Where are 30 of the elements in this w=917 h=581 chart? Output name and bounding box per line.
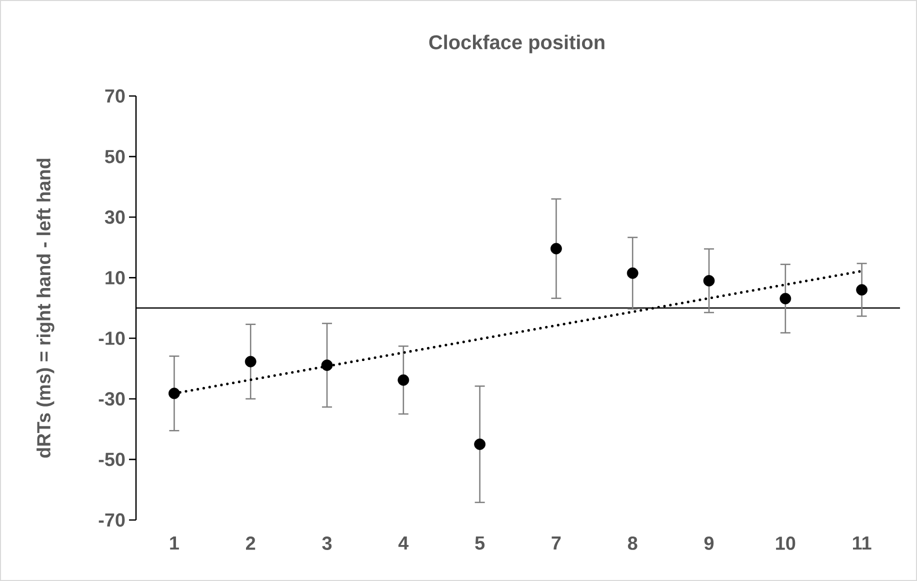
point: [244, 356, 256, 368]
x-tick-label: 8: [628, 536, 638, 550]
y-tick-label: 10: [106, 271, 125, 284]
y-tick-label: 70: [105, 89, 125, 103]
y-tick-label: 50: [105, 150, 125, 164]
x-tick-label: 5: [475, 536, 485, 550]
point: [474, 438, 486, 450]
point: [398, 374, 410, 386]
point: [703, 275, 715, 286]
x-tick-label: 3: [322, 536, 332, 550]
y-tick-label: 30: [104, 210, 125, 224]
x-tick-label: 4: [398, 536, 409, 550]
point: [321, 360, 333, 371]
x-tick-label: 2: [246, 536, 256, 550]
x-tick-label: 11: [852, 536, 872, 550]
y-tick-label: -50: [98, 452, 125, 466]
x-tick-label: 9: [704, 536, 714, 550]
point: [550, 242, 562, 254]
x-tick-label: 10: [776, 536, 796, 550]
x-tick-label: 7: [552, 536, 561, 550]
point: [168, 388, 180, 400]
y-tick-label: -10: [98, 332, 125, 345]
point: [780, 292, 792, 304]
y-tick-label: -30: [98, 392, 125, 406]
point: [626, 267, 638, 279]
x-tick-label: 1: [170, 536, 179, 550]
chart-title: Clockface position: [429, 34, 604, 54]
point: [856, 284, 868, 296]
y-tick-label: -70: [98, 513, 125, 527]
y-axis-title: dRTs (ms) = right hand - left hand: [36, 158, 54, 458]
